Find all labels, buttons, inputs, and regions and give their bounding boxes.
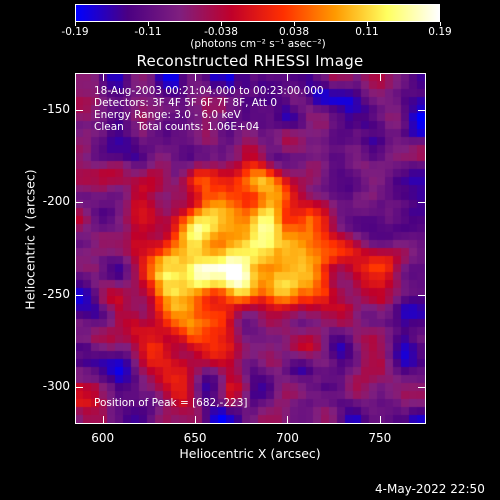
x-tick-mark [195,416,197,424]
colorbar-tick-label: 0.11 [355,26,379,38]
annotation-time-range: 18-Aug-2003 00:21:04.000 to 00:23:00.000 [94,85,324,97]
annotation-clean-counts: Clean Total counts: 1.06E+04 [94,121,260,133]
x-tick-mark [195,73,197,81]
colorbar-tick-label: 0.19 [428,26,452,38]
y-tick-mark [418,294,426,296]
annotation-peak-position: Position of Peak = [682,-223] [94,397,248,409]
colorbar-tick-mark [367,22,368,26]
footer-date: 4-May-2022 22:50 [375,482,485,496]
colorbar-tick-label: 0.038 [278,26,310,38]
y-tick-label: -150 [42,101,70,116]
plot-area: 18-Aug-2003 00:21:04.000 to 00:23:00.000… [75,73,426,424]
colorbar-unit-label: (photons cm⁻² s⁻¹ asec⁻²) [190,38,326,50]
x-tick-mark [102,416,104,424]
colorbar-tick-label: -0.038 [204,26,238,38]
y-tick-mark [75,202,83,204]
image-title: Reconstructed RHESSI Image [136,52,364,70]
annotation-detectors: Detectors: 3F 4F 5F 6F 7F 8F, Att 0 [94,97,278,109]
colorbar-tick-mark [75,22,76,26]
y-tick-mark [418,202,426,204]
y-tick-label: -300 [42,379,70,394]
x-tick-mark [102,73,104,81]
y-tick-label: -200 [42,194,70,209]
y-tick-mark [75,109,83,111]
colorbar [75,4,440,22]
x-tick-label: 750 [368,431,392,445]
x-axis-label: Heliocentric X (arcsec) [179,446,321,461]
y-tick-mark [418,387,426,389]
x-tick-mark [287,73,289,81]
y-axis-label: Heliocentric Y (arcsec) [22,169,38,310]
rhessi-heatmap [76,74,425,423]
colorbar-tick-mark [294,22,295,26]
annotation-energy-range: Energy Range: 3.0 - 6.0 keV [94,109,241,121]
y-tick-mark [418,109,426,111]
colorbar-tick-label: -0.19 [61,26,89,38]
colorbar-tick-mark [440,22,441,26]
x-tick-mark [287,416,289,424]
x-tick-mark [379,416,381,424]
y-tick-mark [75,387,83,389]
x-tick-label: 600 [91,431,115,445]
x-tick-label: 700 [275,431,299,445]
x-tick-label: 650 [183,431,207,445]
colorbar-tick-mark [221,22,222,26]
colorbar-tick-label: -0.11 [134,26,162,38]
y-tick-label: -250 [42,286,70,301]
colorbar-tick-mark [148,22,149,26]
y-tick-mark [75,294,83,296]
x-tick-mark [379,73,381,81]
